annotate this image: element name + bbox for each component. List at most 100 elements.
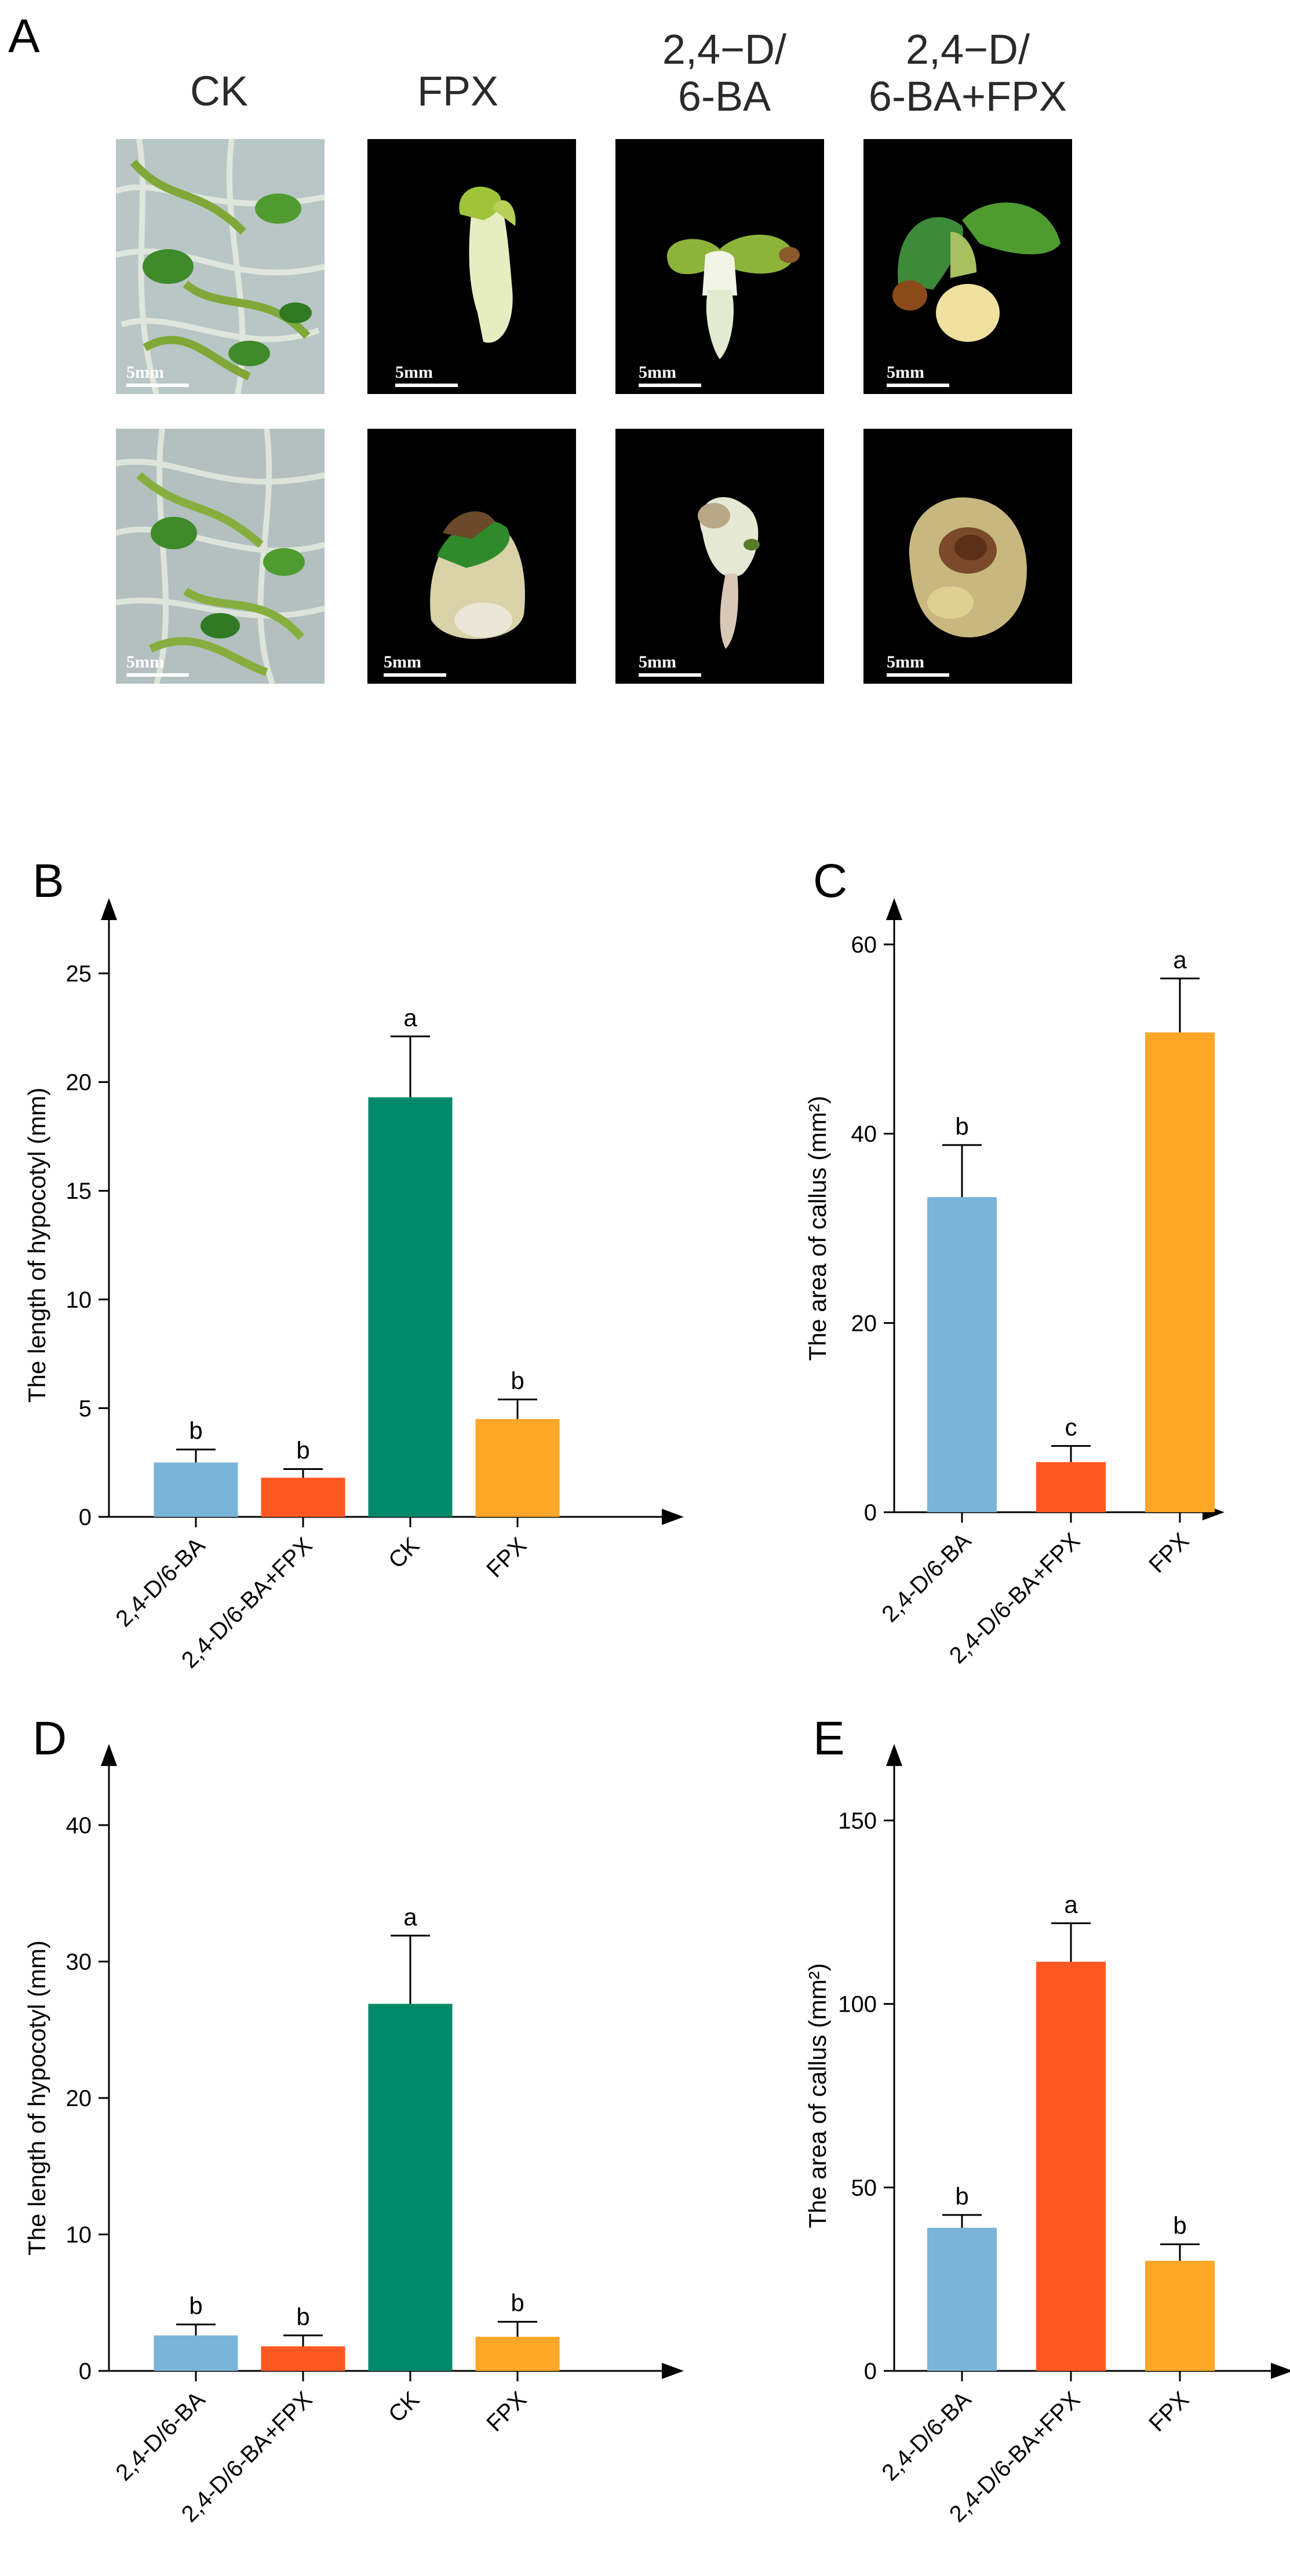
bar [261, 2346, 345, 2371]
column-header-fpx: FPX [417, 68, 499, 115]
scale-bar [395, 384, 458, 387]
panel-a: A CK FPX 2,4−D/ 6-BA 2,4−D/ 6-BA+FPX 5mm… [0, 0, 1290, 718]
y-tick-label: 60 [851, 932, 877, 958]
y-axis-arrow-icon [886, 898, 902, 920]
x-tick-label: 2,4-D/6-BA [111, 2387, 210, 2486]
y-tick-label: 100 [838, 1992, 877, 2017]
y-axis-label: The length of hypocotyl (mm) [23, 1088, 50, 1403]
photo-ck-row1: 5mm [116, 139, 325, 394]
photo-d6ba-row1: 5mm [615, 139, 824, 394]
y-tick-label: 0 [79, 2359, 92, 2384]
y-axis-arrow-icon [101, 898, 117, 920]
bar [154, 1462, 238, 1517]
y-axis-label: The length of hypocotyl (mm) [23, 1940, 50, 2256]
seedling-image [430, 511, 525, 639]
scale-bar-label: 5mm [126, 652, 164, 672]
y-tick-label: 40 [851, 1122, 877, 1147]
scale-bar-label: 5mm [639, 652, 676, 672]
seedling-image [459, 187, 516, 343]
x-tick-label: FPX [482, 2387, 531, 2436]
bar [927, 1197, 997, 1512]
bar [368, 1097, 453, 1517]
panel-a-letter: A [8, 10, 40, 63]
x-tick-label: CK [384, 2387, 425, 2428]
y-tick-label: 40 [66, 1813, 92, 1838]
chart-c-letter: C [813, 855, 848, 907]
significance-letter: b [189, 1417, 202, 1444]
y-axis-label: The area of callus (mm²) [804, 1963, 831, 2228]
chart-b-plot: 0 5 10 15 20 25 The length of hypocotyl (mm) b 2… [23, 898, 684, 1673]
bar [368, 2004, 453, 2371]
chart-d-plot: 0 10 20 30 40 The length of hypocotyl (mm) b 2,… [23, 1744, 684, 2527]
scale-bar-label: 5mm [395, 363, 433, 382]
scale-bar-label: 5mm [126, 363, 164, 382]
y-axis-arrow-icon [886, 1744, 902, 1766]
chart-e-letter: E [813, 1712, 845, 1765]
photo-ck-row2: 5mm [116, 429, 325, 684]
scale-bar [887, 673, 949, 677]
photo-fpx-row1: 5mm [367, 139, 576, 394]
y-tick-label: 20 [66, 2086, 92, 2111]
significance-letter: b [955, 1112, 968, 1140]
y-tick-label: 10 [66, 2223, 92, 2248]
significance-letter: b [1173, 2212, 1186, 2239]
chart-e-plot: 0 50 100 150 The area of callus (mm²) b 2,4-D/… [804, 1744, 1290, 2527]
significance-letter: b [296, 1436, 309, 1464]
significance-letter: a [1173, 946, 1187, 973]
significance-letter: b [955, 2183, 968, 2210]
seedling-image [909, 497, 1027, 638]
y-axis-label: The area of callus (mm²) [804, 1096, 831, 1360]
bar [261, 1477, 345, 1517]
scale-bar-label: 5mm [384, 652, 421, 672]
x-axis-arrow-icon [1271, 2363, 1290, 2379]
bar [1036, 1961, 1106, 2371]
y-tick-label: 150 [838, 1808, 877, 1834]
scale-bar [639, 673, 701, 677]
significance-letter: a [403, 1903, 417, 1931]
column-header-d6bafpx: 2,4−D/ 6-BA+FPX [868, 27, 1067, 120]
y-tick-label: 15 [66, 1178, 92, 1204]
y-tick-label: 5 [79, 1396, 92, 1421]
chart-c: C 0 20 40 60 The area of callus (mm²) b 2,4-D/… [645, 834, 1290, 1669]
y-tick-label: 20 [851, 1311, 877, 1336]
scale-bar-label: 5mm [887, 363, 924, 382]
x-tick-label: 2,4-D/6-BA [877, 1528, 976, 1627]
scale-bar [639, 384, 701, 387]
bar [1145, 2261, 1215, 2371]
scale-bar-label: 5mm [639, 363, 676, 382]
scale-bar [126, 384, 189, 387]
seedling-image [892, 202, 1061, 342]
photo-d6bafpx-row2: 5mm [863, 429, 1072, 684]
bar [154, 2335, 238, 2371]
x-axis-arrow-icon [662, 1509, 684, 1525]
scale-bar [887, 384, 949, 387]
bar [475, 1419, 560, 1517]
column-header-d6ba: 2,4−D/ 6-BA [662, 27, 787, 120]
x-tick-label: 2,4-D/6-BA [877, 2387, 976, 2486]
x-tick-label: CK [384, 1533, 425, 1574]
significance-letter: b [189, 2292, 202, 2319]
significance-letter: c [1065, 1414, 1077, 1441]
scale-bar [384, 673, 446, 677]
bar [1145, 1032, 1215, 1512]
significance-letter: a [1064, 1891, 1078, 1918]
y-tick-label: 0 [79, 1505, 92, 1530]
x-tick-label: FPX [1144, 2387, 1194, 2436]
scale-bar-label: 5mm [887, 652, 924, 672]
y-tick-label: 25 [66, 961, 92, 987]
x-tick-label: FPX [1144, 1528, 1194, 1578]
x-axis-arrow-icon [662, 2363, 684, 2379]
y-tick-label: 0 [864, 2359, 877, 2384]
seedling-image [116, 429, 325, 684]
bar [1036, 1462, 1106, 1512]
y-tick-label: 30 [66, 1950, 92, 1975]
photo-d6bafpx-row1: 5mm [863, 139, 1072, 394]
chart-d-letter: D [32, 1712, 67, 1765]
y-tick-label: 50 [851, 2175, 877, 2201]
significance-letter: a [403, 1004, 417, 1031]
scale-bar [126, 673, 189, 677]
bar [475, 2337, 560, 2371]
seedling-image [698, 497, 760, 649]
x-tick-label: 2,4-D/6-BA [111, 1533, 210, 1632]
chart-d: D 0 10 20 30 40 The length of hypocotyl (mm) b… [0, 1692, 684, 2573]
